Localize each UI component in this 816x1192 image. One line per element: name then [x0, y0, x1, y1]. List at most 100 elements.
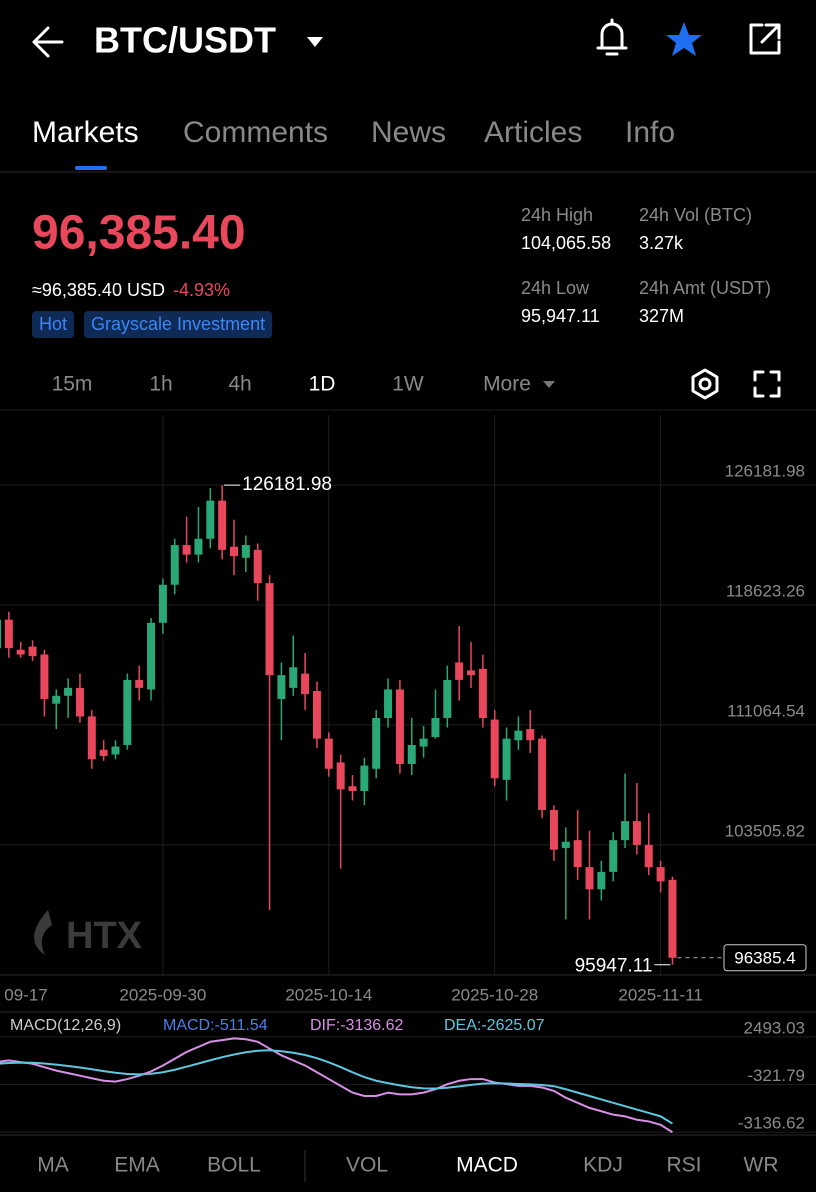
fullscreen-button[interactable] — [753, 370, 781, 398]
candle-body — [158, 584, 167, 623]
watermark: HTX — [34, 910, 143, 957]
candle-body — [289, 667, 298, 688]
candle-body — [478, 668, 487, 719]
x-tick-label: 2025-10-28 — [451, 985, 538, 1004]
indicator[interactable]: EMA — [114, 1154, 160, 1177]
y-tick-label: -3136.62 — [738, 1114, 805, 1133]
tab[interactable]: Articles — [484, 116, 582, 149]
indicator[interactable]: MA — [37, 1154, 69, 1177]
tab[interactable]: Comments — [183, 116, 328, 149]
macd-title: MACD(12,26,9) — [10, 1017, 121, 1034]
indicator[interactable]: KDJ — [583, 1154, 623, 1177]
candle-body — [52, 695, 61, 704]
candle-body — [621, 821, 630, 841]
candle-body — [182, 545, 191, 555]
interval[interactable]: 15m — [52, 373, 93, 396]
price-change: -4.93% — [173, 280, 230, 300]
favorite-button[interactable] — [666, 22, 702, 56]
last-price: 96,385.40 — [32, 207, 246, 260]
candle-body — [123, 679, 132, 745]
candle-body — [419, 738, 428, 747]
candle-body — [301, 673, 310, 695]
stat-label: 24h High — [521, 205, 593, 225]
candle-body — [395, 689, 404, 765]
candle-body — [549, 810, 558, 850]
indicator[interactable]: VOL — [346, 1154, 388, 1177]
candle-body — [372, 718, 381, 769]
candle-body — [135, 679, 144, 688]
candle-body — [585, 867, 594, 890]
interval[interactable]: 4h — [228, 373, 251, 396]
candle-body — [312, 691, 321, 739]
tag-bg — [32, 311, 75, 338]
y-tick-label: -321.79 — [747, 1066, 805, 1085]
y-tick-label: 103505.82 — [725, 821, 805, 840]
candle-body — [4, 619, 13, 649]
candle-body — [206, 500, 215, 539]
candle-body — [111, 746, 120, 755]
indicator[interactable]: RSI — [666, 1154, 701, 1177]
x-tick-label: 2025-10-14 — [285, 985, 372, 1004]
stat-value: 327M — [639, 306, 684, 326]
candle-body — [28, 646, 37, 657]
indicator[interactable]: WR — [744, 1154, 779, 1177]
candle-body — [573, 840, 582, 868]
stat-value: 3.27k — [639, 233, 684, 253]
candle-body — [194, 538, 203, 555]
indicator-line — [0, 1037, 673, 1134]
pair-title[interactable]: BTC/USDT — [94, 20, 276, 61]
interval[interactable]: More — [483, 373, 531, 396]
candle-body — [40, 654, 49, 699]
share-button[interactable] — [749, 23, 781, 55]
candle-body — [561, 841, 570, 849]
candle-body — [384, 689, 393, 719]
interval[interactable]: 1D — [309, 373, 336, 396]
candle-body — [443, 679, 452, 719]
candle-body — [348, 786, 357, 791]
candle-body — [632, 821, 641, 845]
y-tick-label: 118623.26 — [726, 581, 805, 600]
candle-body — [597, 871, 606, 890]
candle-body — [656, 867, 665, 882]
candle-body — [514, 730, 523, 741]
candle-body — [538, 738, 547, 811]
candle-body — [99, 749, 108, 757]
candle-body — [407, 744, 416, 765]
stat-value: 104,065.58 — [521, 233, 611, 253]
candle-body — [360, 765, 369, 791]
tab[interactable]: Info — [625, 116, 675, 149]
y-tick-label: 126181.98 — [725, 462, 805, 481]
candle-body — [0, 619, 1, 649]
tab[interactable]: News — [371, 116, 446, 149]
last-price-label: 96385.4 — [734, 948, 795, 967]
candle-body — [526, 729, 535, 741]
stat-label: 24h Vol (BTC) — [639, 205, 752, 225]
candle-body — [609, 840, 618, 872]
y-tick-label: 2493.03 — [744, 1018, 805, 1037]
alert-button[interactable] — [596, 18, 628, 56]
candle-body — [75, 687, 84, 717]
min-label: 95947.11 — [575, 956, 653, 977]
candle-body — [64, 687, 73, 696]
candle-body — [644, 844, 653, 868]
tag: Hot — [39, 314, 67, 334]
interval[interactable]: 1W — [392, 373, 424, 396]
back-button[interactable] — [32, 26, 64, 58]
settings-button[interactable] — [691, 368, 719, 400]
stat-label: 24h Low — [521, 278, 590, 298]
interval[interactable]: 1h — [149, 373, 172, 396]
candle-body — [218, 500, 227, 550]
pair-dropdown[interactable] — [307, 37, 323, 47]
indicator[interactable]: BOLL — [207, 1154, 261, 1177]
tab[interactable]: Markets — [32, 116, 139, 149]
candle-body — [277, 675, 286, 699]
tab-indicator — [75, 166, 107, 170]
usd-price: ≈96,385.40 USD — [32, 280, 165, 300]
y-tick-label: 111064.54 — [727, 701, 805, 720]
x-tick-label: 2025-09-30 — [119, 985, 206, 1004]
candle-body — [265, 583, 274, 676]
last-price-box — [723, 944, 807, 972]
indicator[interactable]: MACD — [456, 1154, 518, 1177]
